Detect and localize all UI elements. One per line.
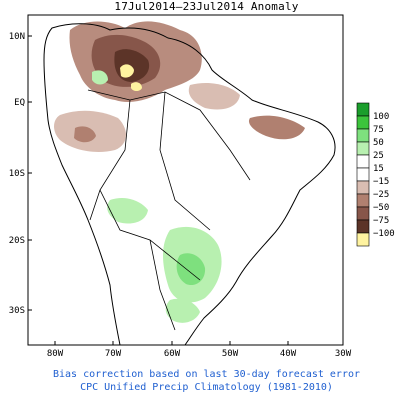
caption-line-2: CPC Unified Precip Climatology (1981-201…	[80, 382, 333, 393]
y-tick-label: 10S	[9, 169, 25, 179]
legend-label: 50	[373, 138, 384, 148]
legend-label: 75	[373, 125, 384, 135]
legend-swatch	[356, 180, 370, 195]
legend-label: −100	[373, 229, 395, 239]
y-tick-label: 30S	[9, 306, 25, 316]
legend-label: −25	[373, 190, 389, 200]
legend-swatch	[356, 193, 370, 208]
x-tick-label: 30W	[335, 349, 352, 359]
x-axis-ticks: 80W 70W 60W 50W 40W 30W	[47, 341, 352, 359]
legend-swatch	[356, 154, 370, 169]
legend-swatch	[356, 232, 370, 247]
legend-label: 15	[373, 164, 384, 174]
legend-swatch	[356, 102, 370, 117]
legend-label: −50	[373, 203, 389, 213]
y-tick-label: 10N	[9, 32, 25, 42]
color-legend: 100 75 50 25 15 −15 −25 −50 −75 −100	[356, 102, 395, 247]
legend-swatch	[356, 219, 370, 234]
legend-swatch	[356, 141, 370, 156]
dry-anomaly-region-amazon	[54, 83, 305, 152]
legend-swatch	[356, 115, 370, 130]
y-tick-label: EQ	[14, 98, 25, 108]
x-tick-label: 40W	[280, 349, 297, 359]
y-tick-label: 20S	[9, 236, 25, 246]
x-tick-label: 60W	[164, 349, 181, 359]
south-america-outline	[43, 23, 336, 346]
map-title: 17Jul2014–23Jul2014 Anomaly	[114, 0, 299, 13]
legend-label: 100	[373, 112, 389, 122]
caption-line-1: Bias correction based on last 30-day for…	[52, 369, 361, 380]
x-tick-label: 80W	[47, 349, 64, 359]
legend-label: 25	[373, 151, 384, 161]
legend-swatch	[356, 206, 370, 221]
country-borders	[87, 89, 251, 331]
legend-label: −75	[373, 216, 389, 226]
legend-label: −15	[373, 177, 389, 187]
legend-swatch	[356, 167, 370, 182]
legend-swatch	[356, 128, 370, 143]
wet-anomaly-region-south	[92, 70, 222, 323]
y-axis-ticks: 10N EQ 10S 20S 30S	[9, 32, 32, 316]
x-tick-label: 50W	[222, 349, 239, 359]
x-tick-label: 70W	[105, 349, 122, 359]
